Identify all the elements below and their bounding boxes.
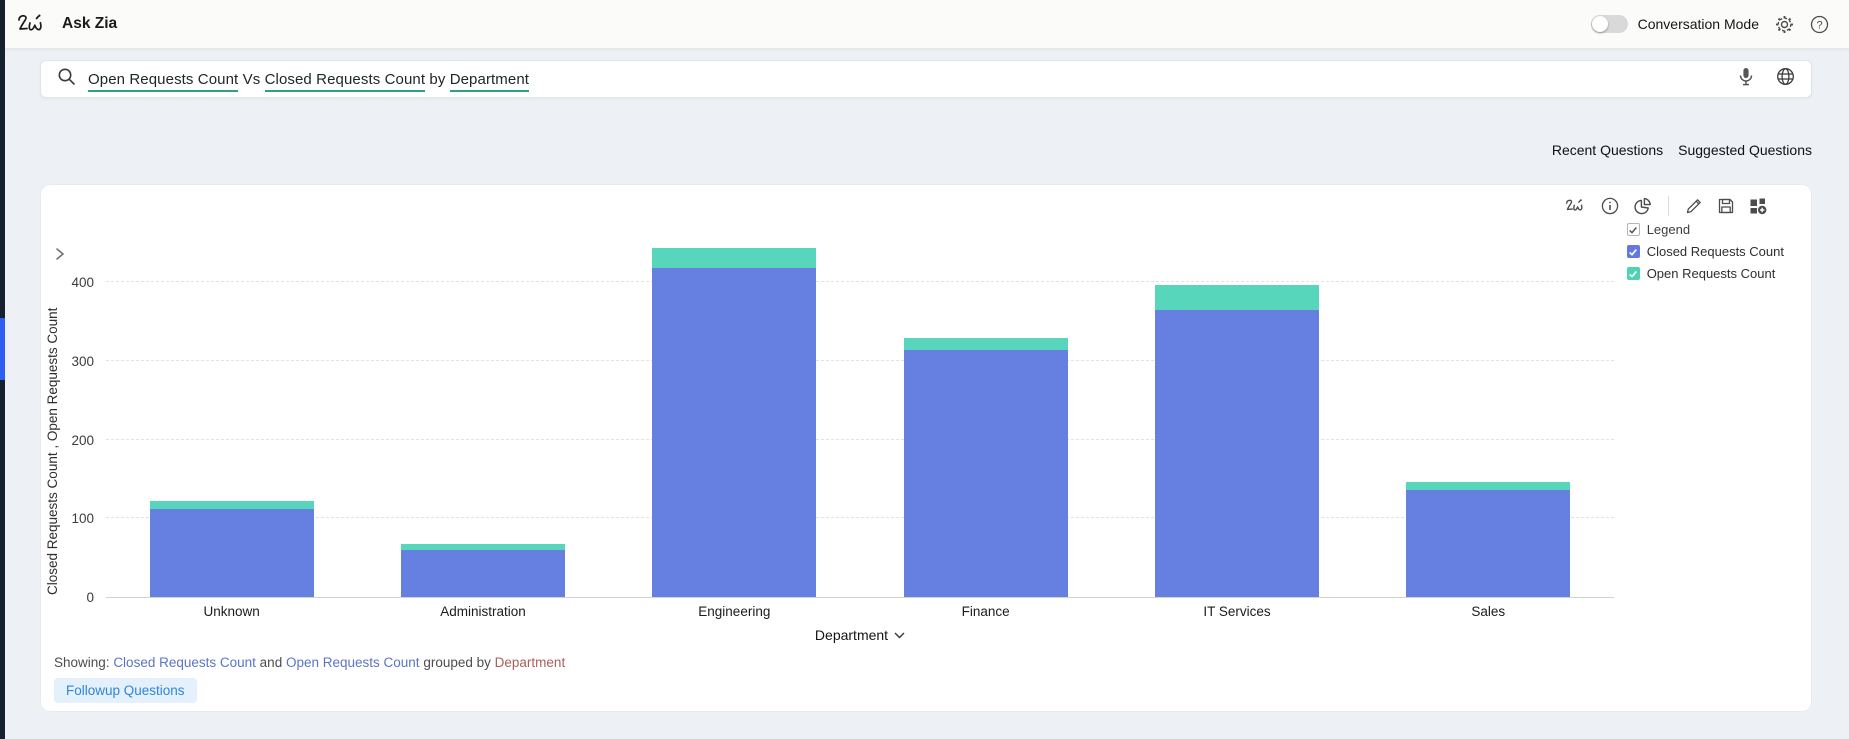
query-separator: by <box>425 70 450 88</box>
bar-stack <box>1154 285 1319 597</box>
legend-item-label: Open Requests Count <box>1646 266 1776 281</box>
chart-card: Legend Closed Requests Count Open Request… <box>40 184 1812 712</box>
language-globe-icon[interactable] <box>1776 67 1795 91</box>
y-axis-title: Closed Requests Count , Open Requests Co… <box>45 307 60 595</box>
help-icon[interactable]: ? <box>1810 15 1829 34</box>
legend-master-checkbox[interactable] <box>1626 223 1640 236</box>
conversation-mode-label: Conversation Mode <box>1637 16 1759 32</box>
bar-segment-closed-requests-count[interactable] <box>149 509 314 597</box>
bar-stack <box>652 248 817 597</box>
legend-item[interactable]: Open Requests Count <box>1626 265 1784 282</box>
x-axis-tick-label: Engineering <box>698 604 771 619</box>
chart-legend: Legend Closed Requests Count Open Request… <box>1626 221 1784 282</box>
showing-conjunction: and <box>259 655 283 670</box>
legend-header-label: Legend <box>1646 222 1691 237</box>
app-header: Ask Zia Conversation Mode ? <box>0 0 1849 49</box>
chart-toolbar <box>1563 196 1767 216</box>
suggested-questions-link[interactable]: Suggested Questions <box>1678 142 1812 158</box>
query-measure-token[interactable]: Open Requests Count <box>88 70 239 92</box>
page-title: Ask Zia <box>62 15 118 32</box>
legend-header[interactable]: Legend <box>1626 221 1784 238</box>
showing-measure-1[interactable]: Closed Requests Count <box>113 655 256 670</box>
chart-type-pie-icon[interactable] <box>1633 197 1652 216</box>
toggle-knob <box>1591 16 1608 32</box>
bar-stack <box>1406 482 1571 597</box>
recent-questions-link[interactable]: Recent Questions <box>1551 142 1664 158</box>
x-axis-tick-label: Unknown <box>203 604 260 619</box>
bar-slot-it-services <box>1111 231 1362 597</box>
legend-item-checkbox[interactable] <box>1626 245 1640 258</box>
bar-slots <box>106 231 1614 597</box>
bar-segment-open-requests-count[interactable] <box>1406 482 1571 490</box>
gridline <box>106 517 1614 519</box>
save-icon[interactable] <box>1717 197 1735 215</box>
bar-segment-closed-requests-count[interactable] <box>903 350 1068 597</box>
gridline <box>106 438 1614 440</box>
microphone-icon[interactable] <box>1738 67 1754 92</box>
svg-text:?: ? <box>1816 19 1822 31</box>
bar-segment-closed-requests-count[interactable] <box>1406 490 1571 597</box>
showing-prefix: Showing: <box>54 655 110 670</box>
bar-segment-open-requests-count[interactable] <box>652 248 817 268</box>
showing-grouped-by: grouped by <box>423 655 491 670</box>
edit-pencil-icon[interactable] <box>1685 197 1703 215</box>
x-axis-dimension-selector[interactable]: Department <box>815 627 905 643</box>
bar-segment-open-requests-count[interactable] <box>1154 285 1319 310</box>
query-measure-token[interactable]: Closed Requests Count <box>264 70 426 92</box>
x-axis-tick-label: Administration <box>440 604 526 619</box>
gridline <box>106 359 1614 361</box>
zia-icon[interactable] <box>1563 197 1587 215</box>
conversation-mode-toggle[interactable] <box>1590 15 1628 33</box>
x-axis-tick-label: Finance <box>961 604 1010 619</box>
ask-zia-search-bar[interactable]: Open Requests Count Vs Closed Requests C… <box>40 60 1812 98</box>
bar-slot-finance <box>860 231 1111 597</box>
info-icon[interactable] <box>1601 197 1619 215</box>
legend-item[interactable]: Closed Requests Count <box>1626 243 1784 260</box>
bar-stack <box>149 501 314 597</box>
bar-segment-open-requests-count[interactable] <box>400 544 565 550</box>
gridline <box>106 281 1614 282</box>
query-separator: Vs <box>238 70 265 88</box>
query-text[interactable]: Open Requests Count Vs Closed Requests C… <box>88 70 530 92</box>
showing-measure-2[interactable]: Open Requests Count <box>285 655 420 670</box>
bar-segment-closed-requests-count[interactable] <box>1154 310 1319 597</box>
x-axis-title: Department <box>814 627 889 643</box>
legend-item-checkbox[interactable] <box>1626 267 1640 280</box>
left-sidebar-rail <box>0 0 5 739</box>
bar-stack <box>400 544 565 597</box>
x-axis-tick-label: IT Services <box>1203 604 1271 619</box>
settings-gear-icon[interactable] <box>1775 15 1794 34</box>
bar-slot-sales <box>1363 231 1614 597</box>
toolbar-divider <box>1668 196 1669 216</box>
bar-slot-unknown <box>106 231 357 597</box>
chart-plot-area: 0 100 200 300 400 <box>71 231 1614 605</box>
showing-dimension[interactable]: Department <box>494 655 566 670</box>
y-axis-tick-label: 0 <box>86 590 94 605</box>
y-axis-tick-label: 400 <box>71 275 94 290</box>
y-axis-expand-chevron-icon[interactable] <box>55 247 65 266</box>
bar-segment-closed-requests-count[interactable] <box>400 550 565 597</box>
x-axis-control: Department <box>106 627 1614 645</box>
bar-segment-open-requests-count[interactable] <box>903 338 1068 350</box>
chevron-down-icon <box>894 632 905 638</box>
followup-questions-button[interactable]: Followup Questions <box>54 678 197 703</box>
search-icon <box>57 67 76 91</box>
x-axis-tick-label: Sales <box>1471 604 1506 619</box>
showing-summary: Showing: Closed Requests Count and Open … <box>54 655 565 670</box>
bar-slot-administration <box>357 231 608 597</box>
x-axis-labels: Unknown Administration Engineering Finance I… <box>106 604 1614 619</box>
y-axis-tick-label: 100 <box>71 511 94 527</box>
bar-segment-open-requests-count[interactable] <box>149 501 314 509</box>
bar-stack <box>903 338 1068 597</box>
zia-logo-icon <box>16 11 46 37</box>
bar-slot-engineering <box>609 231 860 597</box>
legend-item-label: Closed Requests Count <box>1646 244 1784 259</box>
sidebar-scroll-indicator[interactable] <box>0 318 5 380</box>
query-dimension-token[interactable]: Department <box>449 70 530 92</box>
bar-segment-closed-requests-count[interactable] <box>652 268 817 597</box>
y-axis-tick-label: 300 <box>71 353 94 369</box>
questions-row: Recent Questions Suggested Questions <box>1552 142 1812 158</box>
y-axis-tick-label: 200 <box>71 432 94 448</box>
add-to-dashboard-icon[interactable] <box>1749 197 1767 215</box>
